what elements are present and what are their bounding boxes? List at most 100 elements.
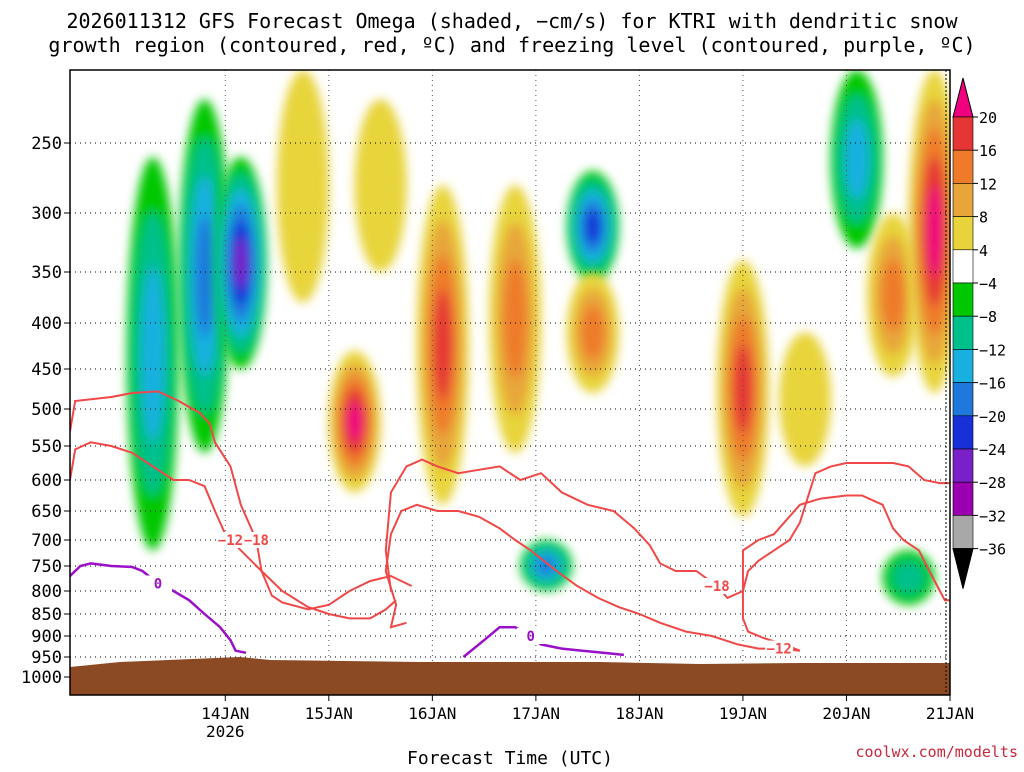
colorbar-label-9: −20 <box>979 408 1006 426</box>
omega-feature-10 <box>566 272 619 393</box>
omega-shade-level <box>585 210 601 243</box>
y-tick-label-1000: 1000 <box>21 668 62 688</box>
omega-shade-level <box>141 266 165 442</box>
omega-feature-13 <box>830 70 883 249</box>
colorbar-swatch-10 <box>952 415 974 450</box>
colorbar-swatch-1 <box>952 116 974 151</box>
y-tick-label-600: 600 <box>31 471 62 491</box>
x-tick-label-14JAN: 14JAN <box>201 704 249 723</box>
colorbar-label-3: 8 <box>979 209 988 227</box>
chart-title-line-2: growth region (contoured, red, ºC) and f… <box>48 33 975 57</box>
omega-shade-level <box>537 556 556 575</box>
colorbar-label-7: −12 <box>979 341 1006 359</box>
chart-title-line-1: 2026011312 GFS Forecast Omega (shaded, −… <box>66 9 958 33</box>
dgz-contour-0 <box>70 390 413 611</box>
x-tick-label-21JAN: 21JAN <box>926 704 974 723</box>
omega-shade-level <box>503 259 527 379</box>
y-tick-label-250: 250 <box>31 134 62 154</box>
colorbar-swatch-5 <box>952 249 974 284</box>
freezing-level-label-1-bg <box>516 628 545 644</box>
colorbar-swatch-8 <box>952 349 974 383</box>
x-tick-label-20JAN: 20JAN <box>822 704 870 723</box>
x-axis-label: Forecast Time (UTC) <box>407 748 613 768</box>
colorbar-swatch-3 <box>952 183 974 217</box>
colorbar-label-4: 4 <box>979 242 988 260</box>
colorbar-swatch-6 <box>952 282 974 317</box>
colorbar-swatch-7 <box>952 315 974 350</box>
y-tick-label-400: 400 <box>31 314 62 334</box>
colorbar-swatch-2 <box>952 149 974 184</box>
omega-feature-0 <box>126 157 179 551</box>
colorbar-label-8: −16 <box>979 375 1006 393</box>
omega-shade-level <box>892 560 925 595</box>
y-tick-label-450: 450 <box>31 360 62 380</box>
dgz-contour-label-2-bg <box>703 578 732 594</box>
colorbar-label-12: −32 <box>979 507 1006 525</box>
colorbar-label-5: −4 <box>979 275 997 293</box>
freezing-level-label-0: 0 <box>154 577 162 593</box>
omega-feature-2 <box>214 157 267 369</box>
omega-feature-7 <box>489 185 542 453</box>
omega-feature-1 <box>178 99 231 453</box>
colorbar: 20 16 12 8 4 −4 −8 −12 −16 −20 −24 −28 −32 −36 <box>952 77 1006 589</box>
freezing-level-label-1: 0 <box>526 629 534 645</box>
colorbar-label-1: 16 <box>979 142 997 160</box>
colorbar-swatch-13 <box>952 515 974 549</box>
y-tick-label-800: 800 <box>31 582 62 602</box>
dgz-contour-label-3: −12 <box>767 642 792 658</box>
omega-shade-level <box>195 214 214 338</box>
x-tick-label-16JAN: 16JAN <box>408 704 456 723</box>
omega-shade-level <box>927 185 942 278</box>
omega-feature-16 <box>882 550 935 605</box>
omega-shade-level <box>433 289 452 401</box>
dgz-contour-label-3-bg <box>765 640 794 657</box>
y-tick-label-500: 500 <box>31 400 62 420</box>
colorbar-label-0: 20 <box>979 109 997 127</box>
x-tick-label-15JAN: 15JAN <box>305 704 353 723</box>
x-tick-label-19JAN: 19JAN <box>719 704 767 723</box>
y-tick-label-300: 300 <box>31 204 62 224</box>
omega-shade-level <box>276 70 329 303</box>
omega-shade-level <box>347 401 363 442</box>
x-tick-year-label: 2026 <box>206 722 245 741</box>
y-tick-label-550: 550 <box>31 437 62 457</box>
y-tick-label-350: 350 <box>31 263 62 283</box>
omega-feature-4 <box>328 350 381 493</box>
omega-shade-level <box>733 343 752 434</box>
omega-shade-level <box>779 332 832 467</box>
terrain-ground <box>70 657 950 695</box>
dgz-contour-3 <box>384 494 950 652</box>
colorbar-swatch-11 <box>952 448 974 483</box>
colorbar-label-13: −36 <box>979 541 1006 559</box>
y-tick-label-900: 900 <box>31 627 62 647</box>
colorbar-swatch-9 <box>952 382 974 417</box>
x-tick-label-18JAN: 18JAN <box>615 704 663 723</box>
y-tick-label-950: 950 <box>31 648 62 668</box>
colorbar-label-11: −28 <box>979 474 1006 492</box>
colorbar-label-6: −8 <box>979 308 997 326</box>
dgz-contour-label-1-bg <box>216 532 245 548</box>
omega-shade-level <box>881 258 905 332</box>
omega-feature-11 <box>716 260 769 517</box>
omega-feature-9 <box>566 171 619 283</box>
colorbar-label-2: 12 <box>979 175 997 193</box>
omega-shade-level <box>845 119 869 199</box>
omega-shading-layer <box>126 70 950 605</box>
y-tick-label-750: 750 <box>31 557 62 577</box>
omega-shade-level <box>234 237 248 289</box>
dgz-contour-label-0: −18 <box>244 533 269 549</box>
omega-feature-6 <box>416 185 469 505</box>
omega-feature-12 <box>779 332 832 467</box>
colorbar-swatch-4 <box>952 216 974 251</box>
x-tick-label-17JAN: 17JAN <box>512 704 560 723</box>
dgz-contour-label-2: −18 <box>704 579 729 595</box>
dgz-contour-2 <box>384 458 950 600</box>
colorbar-label-10: −24 <box>979 441 1006 459</box>
omega-feature-15 <box>908 70 950 393</box>
dgz-contour-label-1: −12 <box>218 533 243 549</box>
dgz-contour-label-0-bg <box>242 532 271 548</box>
site-credit: coolwx.com/modelts <box>855 743 1018 761</box>
